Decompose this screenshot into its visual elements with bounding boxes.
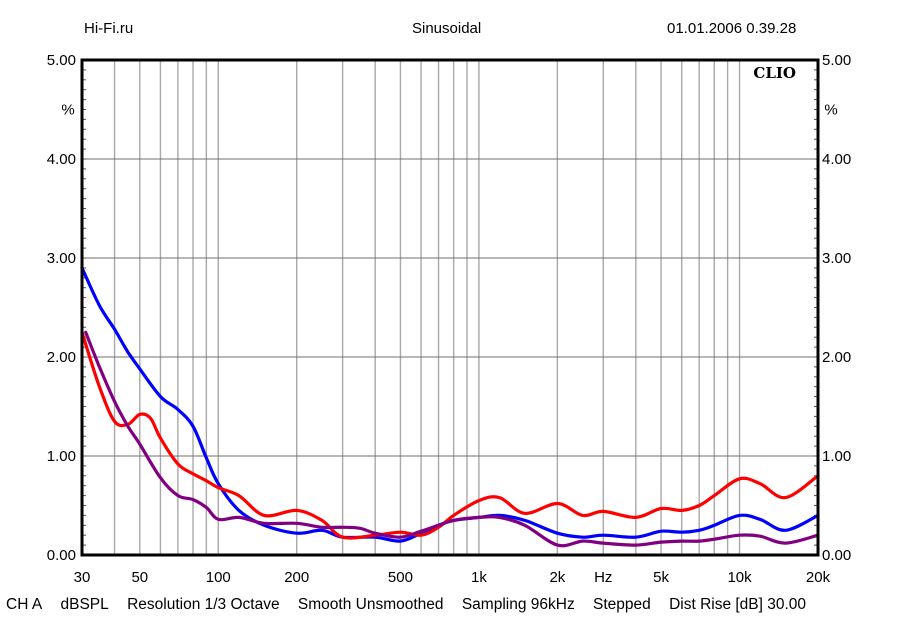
y-unit-left: % — [61, 102, 74, 119]
y-unit-right: % — [824, 102, 837, 119]
y-tick-label-right: 1.00 — [822, 448, 851, 465]
series-line-purple — [84, 330, 820, 548]
y-tick-label-right: 5.00 — [822, 52, 851, 69]
x-tick-label: 5k — [653, 569, 669, 586]
y-axis-left: 0.00 1.00 2.00 3.00 4.00 5.00 — [47, 52, 76, 564]
header-site: Hi-Fi.ru — [84, 20, 134, 37]
clio-logo: CLIO — [753, 64, 796, 82]
series-layer — [80, 266, 820, 548]
y-tick-label-left: 0.00 — [47, 547, 76, 564]
x-tick-label: 200 — [284, 569, 309, 586]
header-title: Sinusoidal — [412, 20, 482, 37]
footer-mode: Stepped — [593, 596, 651, 613]
footer-unit: dBSPL — [60, 596, 109, 613]
y-tick-label-right: 3.00 — [822, 250, 851, 267]
y-tick-label-right: 0.00 — [822, 547, 851, 564]
footer-sampling: Sampling 96kHz — [461, 596, 575, 613]
y-tick-label-left: 1.00 — [47, 448, 76, 465]
x-tick-label: 2k — [549, 569, 565, 586]
x-tick-label: 1k — [471, 569, 487, 586]
footer-dist-rise: Dist Rise [dB] 30.00 — [669, 596, 807, 613]
x-axis: 30 50 100 200 500 1k 2k Hz 5k 10k 20k — [74, 569, 831, 586]
y-tick-label-left: 4.00 — [47, 151, 76, 168]
y-tick-label-right: 2.00 — [822, 349, 851, 366]
y-axis-right: 0.00 1.00 2.00 3.00 4.00 5.00 — [822, 52, 851, 564]
y-tick-label-left: 3.00 — [47, 250, 76, 267]
x-tick-label: 50 — [131, 569, 148, 586]
footer-resolution: Resolution 1/3 Octave — [127, 596, 280, 613]
header-timestamp: 01.01.2006 0.39.28 — [667, 20, 797, 37]
series-line-blue — [80, 266, 820, 543]
x-tick-label: Hz — [594, 569, 612, 586]
x-tick-label: 10k — [727, 569, 752, 586]
x-tick-label: 20k — [806, 569, 831, 586]
x-tick-label: 100 — [206, 569, 231, 586]
footer-settings: CH A dBSPL Resolution 1/3 Octave Smooth … — [6, 596, 820, 614]
plot-frame — [80, 58, 820, 557]
y-tick-label-right: 4.00 — [822, 151, 851, 168]
y-tick-label-left: 5.00 — [47, 52, 76, 69]
x-tick-label: 500 — [388, 569, 413, 586]
x-tick-label: 30 — [74, 569, 91, 586]
y-tick-label-left: 2.00 — [47, 349, 76, 366]
grid-minor — [113, 60, 741, 555]
footer-smoothing: Smooth Unsmoothed — [297, 596, 444, 613]
footer-channel: CH A — [6, 596, 43, 613]
